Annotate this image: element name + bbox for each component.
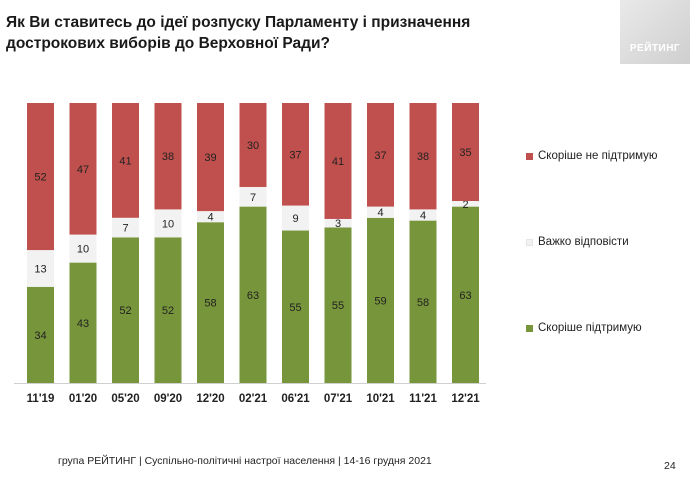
- data-label: 4: [377, 207, 383, 219]
- x-tick-label: 12'21: [451, 393, 480, 405]
- bar-segment: [154, 209, 182, 238]
- bar-segment: [324, 103, 352, 219]
- data-label: 47: [77, 164, 89, 176]
- bar-segment: [112, 103, 139, 218]
- data-label: 55: [332, 300, 344, 312]
- data-label: 43: [77, 318, 89, 330]
- bar-segment: [112, 217, 139, 238]
- bar-segment: [197, 222, 224, 383]
- data-label: 7: [250, 192, 256, 204]
- legend-hard: Важко відповісти: [526, 236, 629, 248]
- data-label: 34: [34, 330, 46, 342]
- legend-oppose-swatch: [526, 152, 533, 160]
- bar-segment: [27, 250, 54, 287]
- data-label: 59: [374, 295, 386, 307]
- data-label: 3: [335, 218, 341, 230]
- bar-segment: [367, 217, 394, 383]
- bar-segment: [69, 234, 97, 263]
- data-label: 2: [462, 199, 468, 211]
- bar-segment: [27, 103, 54, 251]
- bar-segment: [409, 209, 437, 221]
- data-label: 4: [420, 210, 426, 222]
- data-label: 41: [119, 155, 131, 167]
- data-label: 37: [289, 149, 301, 161]
- x-tick-label: 01'20: [69, 393, 97, 405]
- data-label: 58: [204, 298, 216, 310]
- rating-logo: РЕЙТИНГ: [620, 0, 690, 64]
- data-label: 10: [77, 244, 89, 256]
- data-label: 39: [204, 152, 216, 164]
- x-tick-label: 07'21: [324, 393, 353, 405]
- bar-segment: [324, 218, 352, 228]
- data-label: 63: [459, 290, 471, 302]
- data-label: 7: [122, 223, 128, 235]
- legend-support: Скоріше підтримую: [526, 322, 642, 334]
- data-label: 38: [417, 151, 429, 163]
- bar-segment: [452, 206, 479, 383]
- data-label: 35: [459, 147, 471, 159]
- data-label: 55: [289, 302, 301, 314]
- x-tick-label: 11'21: [409, 393, 437, 405]
- data-label: 10: [162, 218, 174, 230]
- bar-segment: [452, 201, 479, 207]
- logo-text: РЕЙТИНГ: [629, 43, 681, 54]
- bar-segment: [367, 103, 394, 207]
- bar-segment: [112, 237, 139, 383]
- bar-segment: [452, 103, 479, 201]
- bar-segment: [409, 103, 437, 210]
- legend-support-label: Скоріше підтримую: [538, 322, 642, 334]
- bar-segment: [324, 227, 352, 383]
- bar-segment: [239, 187, 267, 207]
- data-label: 63: [247, 290, 259, 302]
- chart-title: Як Ви ставитесь до ідеї розпуску Парламе…: [6, 14, 471, 52]
- bar-segment: [69, 262, 97, 383]
- page-number: 24: [664, 460, 676, 472]
- data-label: 37: [374, 150, 386, 162]
- x-tick-label: 02'21: [239, 393, 268, 405]
- bar-segment: [154, 103, 182, 210]
- x-tick-label: 05'20: [111, 393, 139, 405]
- bar-segment: [69, 103, 97, 235]
- bar-segment: [154, 237, 182, 383]
- bar-segment: [282, 103, 309, 206]
- data-label: 30: [247, 140, 259, 152]
- bar-segment: [239, 206, 267, 383]
- data-label: 52: [34, 172, 46, 184]
- data-label: 58: [417, 297, 429, 309]
- data-label: 52: [119, 305, 131, 317]
- bar-segment: [239, 103, 267, 187]
- footer-text: група РЕЙТИНГ | Суспільно-політичні наст…: [58, 455, 432, 467]
- data-label: 52: [162, 305, 174, 317]
- data-label: 13: [34, 263, 46, 275]
- legend-support-swatch: [526, 324, 533, 332]
- data-label: 38: [162, 151, 174, 163]
- data-label: 4: [207, 212, 213, 224]
- bar-segment: [282, 230, 309, 383]
- data-label: 9: [292, 213, 298, 225]
- bar-segment: [197, 211, 224, 223]
- x-tick-label: 10'21: [366, 393, 395, 405]
- bar-segment: [282, 205, 309, 231]
- bar-segment: [409, 220, 437, 383]
- legend-hard-swatch: [526, 238, 533, 246]
- x-tick-label: 09'20: [154, 393, 182, 405]
- bar-segment: [197, 103, 224, 212]
- legend-hard-label: Важко відповісти: [538, 236, 629, 248]
- legend-oppose-label: Скоріше не підтримую: [538, 150, 658, 162]
- legend-oppose: Скоріше не підтримую: [526, 150, 658, 162]
- bar-segment: [27, 286, 54, 383]
- x-tick-label: 12'20: [196, 393, 224, 405]
- data-label: 41: [332, 156, 344, 168]
- x-tick-label: 11'19: [27, 393, 55, 405]
- bar-segment: [367, 206, 394, 218]
- x-tick-label: 06'21: [281, 393, 310, 405]
